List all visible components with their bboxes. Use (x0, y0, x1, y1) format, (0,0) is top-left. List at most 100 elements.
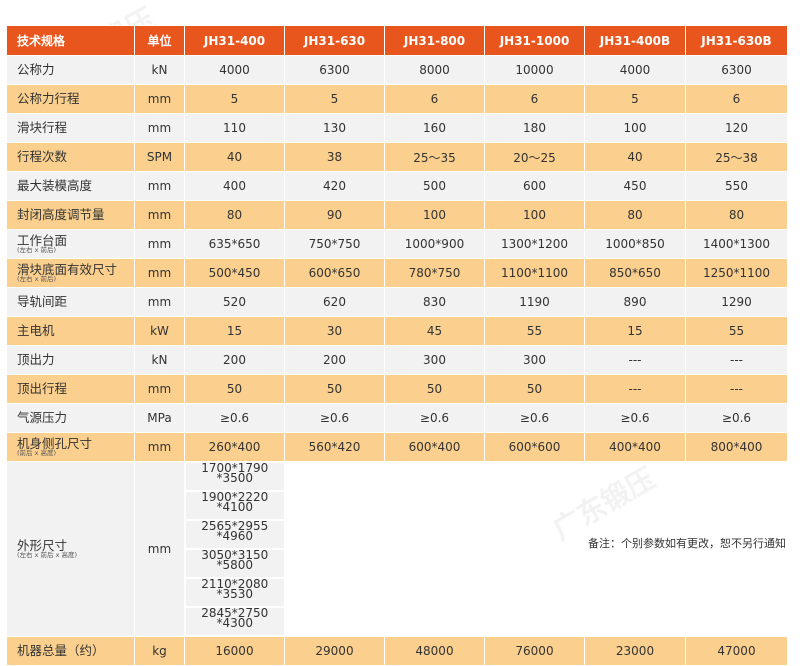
value-cell: 47000 (685, 636, 788, 666)
value-cell: 635*650 (184, 229, 285, 259)
spec-label-cell: 导轨间距 (6, 287, 135, 317)
table-row: 行程次数 SPM 40 38 25～35 20～25 40 25～38 (6, 142, 788, 172)
value-cell: --- (685, 345, 788, 375)
unit-cell: mm (134, 374, 185, 404)
unit-cell: mm (134, 113, 185, 143)
header-model: JH31-800 (384, 25, 485, 56)
spec-label-cell: 滑块行程 (6, 113, 135, 143)
value-cell: 10000 (484, 55, 585, 85)
value-cell: 2845*2750 *4300 (185, 607, 285, 636)
value-cell: 6 (484, 84, 585, 114)
value-cell: ≥0.6 (484, 403, 585, 433)
value-cell: 1000*850 (584, 229, 686, 259)
value-cell: 5 (284, 84, 385, 114)
spec-sublabel: (左右 x 前后 x 高度) (17, 551, 78, 559)
value-cell: 200 (284, 345, 385, 375)
spec-label: 滑块行程 (17, 120, 68, 135)
value-cell: ≥0.6 (384, 403, 485, 433)
value-cell: 45 (384, 316, 485, 346)
header-model: JH31-400 (184, 25, 285, 56)
unit-cell: mm (134, 200, 185, 230)
value-cell: 620 (284, 287, 385, 317)
header-model: JH31-1000 (484, 25, 585, 56)
value-cell: 100 (484, 200, 585, 230)
value-cell: ≥0.6 (184, 403, 285, 433)
value-cell: 55 (685, 316, 788, 346)
unit-cell: mm (134, 461, 185, 637)
table-row: 导轨间距 mm 520 620 830 1190 890 1290 (6, 287, 788, 317)
value-cell: 750*750 (284, 229, 385, 259)
value-cell: 6 (685, 84, 788, 114)
value-cell: 23000 (584, 636, 686, 666)
table-row: 最大装模高度 mm 400 420 500 600 450 550 (6, 171, 788, 201)
value-cell: 25～35 (384, 142, 485, 172)
header-unit: 单位 (134, 25, 185, 56)
value-cell: 25～38 (685, 142, 788, 172)
value-cell: 100 (384, 200, 485, 230)
header-model: JH31-400B (584, 25, 686, 56)
value-cell: 4000 (584, 55, 686, 85)
spec-label: 机器总量（约） (17, 643, 105, 658)
spec-label: 封闭高度调节量 (17, 207, 105, 222)
spec-label-cell: 工作台面 (左右 x 前后) (6, 229, 135, 259)
value-cell: 90 (284, 200, 385, 230)
value-cell: 48000 (384, 636, 485, 666)
spec-label: 公称力 (17, 62, 55, 77)
unit-cell: mm (134, 287, 185, 317)
unit-cell: kN (134, 345, 185, 375)
value-cell: 50 (184, 374, 285, 404)
spec-label: 气源压力 (17, 410, 68, 425)
spec-label: 导轨间距 (17, 294, 68, 309)
value-cell: ≥0.6 (284, 403, 385, 433)
spec-label-cell: 气源压力 (6, 403, 135, 433)
value-cell: 1190 (484, 287, 585, 317)
spec-label: 公称力行程 (17, 91, 80, 106)
value-cell: 420 (284, 171, 385, 201)
spec-label: 机身侧孔尺寸 (17, 436, 93, 451)
spec-label: 外形尺寸 (17, 538, 68, 553)
value-cell: 600*650 (284, 258, 385, 288)
spec-label-cell: 机器总量（约） (6, 636, 135, 666)
unit-cell: mm (134, 84, 185, 114)
value-cell: 55 (484, 316, 585, 346)
value-cell: 29000 (284, 636, 385, 666)
value-cell: 500 (384, 171, 485, 201)
unit-cell: SPM (134, 142, 185, 172)
value-cell: 20～25 (484, 142, 585, 172)
spec-label-cell: 主电机 (6, 316, 135, 346)
value-cell: 1300*1200 (484, 229, 585, 259)
value-cell: 8000 (384, 55, 485, 85)
value-cell: ≥0.6 (584, 403, 686, 433)
value-cell: 15 (184, 316, 285, 346)
value-cell: 600 (484, 171, 585, 201)
spec-label-cell: 外形尺寸 (左右 x 前后 x 高度) (6, 461, 135, 637)
value-cell: 400 (184, 171, 285, 201)
spec-label: 最大装模高度 (17, 178, 93, 193)
value-cell: 1250*1100 (685, 258, 788, 288)
unit-cell: mm (134, 171, 185, 201)
value-cell: 40 (184, 142, 285, 172)
value-cell: 500*450 (184, 258, 285, 288)
table-row: 封闭高度调节量 mm 80 90 100 100 80 80 (6, 200, 788, 230)
value-cell: 260*400 (184, 432, 285, 462)
table-row: 公称力 kN 4000 6300 8000 10000 4000 6300 (6, 55, 788, 85)
value-cell: 6300 (284, 55, 385, 85)
unit-cell: kW (134, 316, 185, 346)
value-cell: 850*650 (584, 258, 686, 288)
value-cell: 80 (184, 200, 285, 230)
spec-label-cell: 顶出力 (6, 345, 135, 375)
value-cell: 600*400 (384, 432, 485, 462)
table-row: 顶出力 kN 200 200 300 300 --- --- (6, 345, 788, 375)
value-cell: 50 (284, 374, 385, 404)
unit-cell: MPa (134, 403, 185, 433)
spec-label: 滑块底面有效尺寸 (17, 262, 118, 277)
spec-label-cell: 机身侧孔尺寸 (前后 x 高度) (6, 432, 135, 462)
table-row: 工作台面 (左右 x 前后) mm 635*650 750*750 1000*900 130… (6, 229, 788, 259)
spec-sublabel: (前后 x 高度) (17, 449, 57, 457)
value-cell: 520 (184, 287, 285, 317)
header-spec: 技术规格 (6, 25, 135, 56)
spec-table: 技术规格 单位 JH31-400 JH31-630 JH31-800 JH31-… (6, 25, 788, 666)
value-cell: 15 (584, 316, 686, 346)
value-cell: 1400*1300 (685, 229, 788, 259)
value-cell: 550 (685, 171, 788, 201)
